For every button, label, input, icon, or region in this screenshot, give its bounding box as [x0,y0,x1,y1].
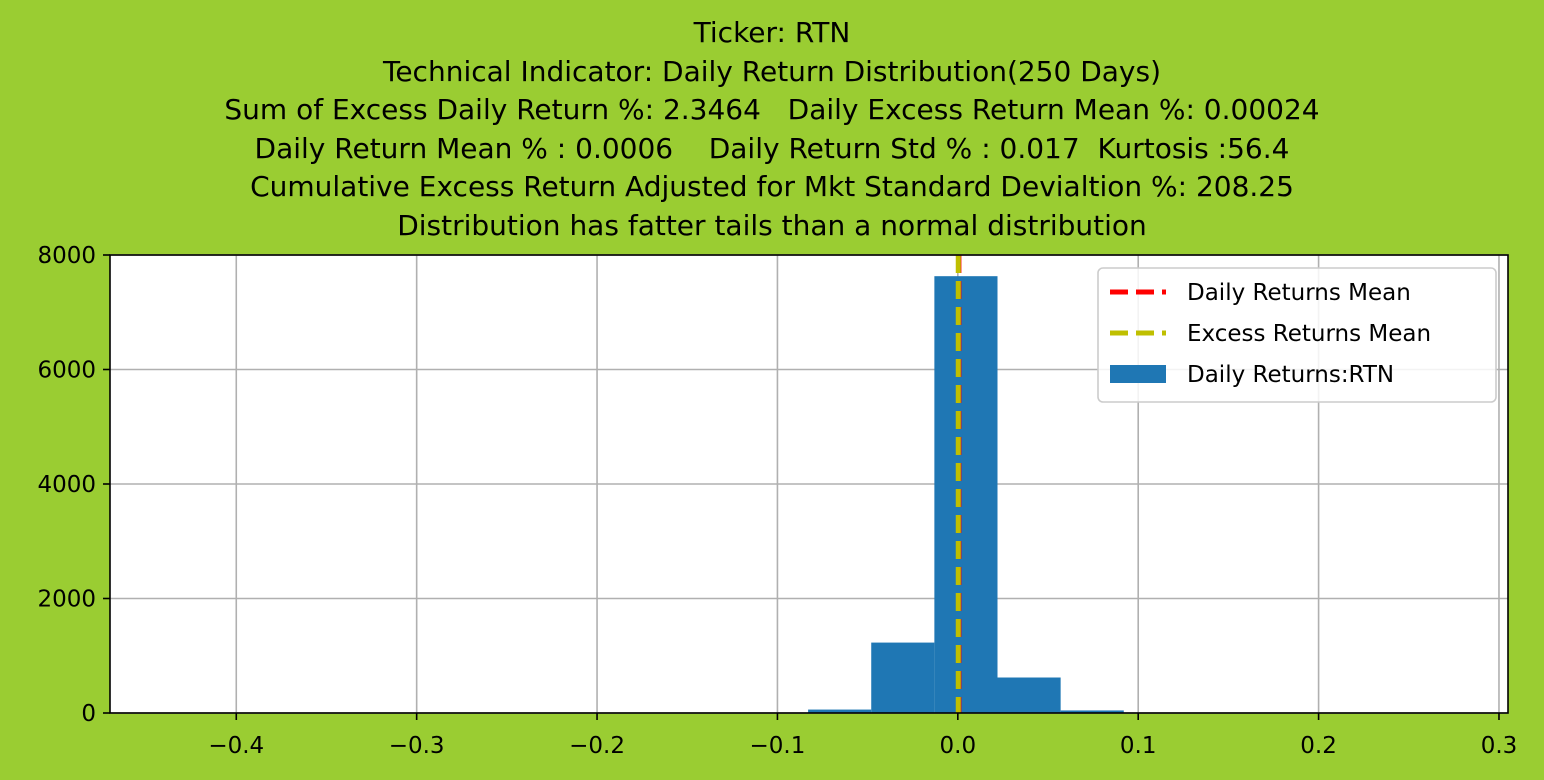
x-tick-label: −0.4 [208,733,264,759]
histogram-bar-15 [1060,710,1124,713]
title-line-indicator: Technical Indicator: Daily Return Distri… [382,54,1162,88]
title-line-ticker: Ticker: RTN [693,16,851,49]
legend-label-daily-returns-mean: Daily Returns Mean [1187,280,1411,306]
x-axis: −0.4 −0.3 −0.2 −0.1 0.0 0.1 0.2 0.3 [208,713,1517,759]
x-tick-label: −0.2 [569,733,625,759]
legend-swatch-daily-returns-rtn [1110,365,1166,383]
title-line-mean-std: Daily Return Mean % : 0.0006 Daily Retur… [254,131,1290,165]
legend-label-excess-returns-mean: Excess Returns Mean [1187,321,1431,347]
y-tick-label: 4000 [37,472,96,498]
title-line-distribution: Distribution has fatter tails than a nor… [397,208,1147,242]
histogram-bars [744,276,1187,713]
x-tick-label: −0.1 [750,733,806,759]
histogram-bar-11 [808,709,872,713]
y-axis: 0 2000 4000 6000 8000 [37,243,110,727]
legend: Daily Returns Mean Excess Returns Mean Dai… [1097,267,1497,403]
x-tick-label: 0.0 [940,733,977,759]
y-tick-label: 6000 [37,358,96,384]
x-tick-label: 0.1 [1120,733,1157,759]
x-tick-label: 0.2 [1300,733,1337,759]
histogram-bar-13 [934,276,998,713]
chart-title: Ticker: RTN Technical Indicator: Daily R… [0,14,1544,245]
title-line-excess-sum: Sum of Excess Daily Return %: 2.3464 Dai… [224,93,1320,126]
y-tick-label: 8000 [37,243,96,269]
legend-box [1097,267,1497,403]
x-tick-label: 0.3 [1481,733,1518,759]
mean-lines [955,255,962,713]
x-tick-label: −0.3 [389,733,445,759]
y-tick-label: 2000 [37,587,96,613]
y-tick-label: 0 [81,701,96,727]
histogram-bar-12 [871,642,935,713]
histogram-bar-14 [997,677,1061,713]
title-line-cumulative: Cumulative Excess Return Adjusted for Mk… [250,170,1294,203]
legend-label-daily-returns-rtn: Daily Returns:RTN [1187,362,1394,388]
